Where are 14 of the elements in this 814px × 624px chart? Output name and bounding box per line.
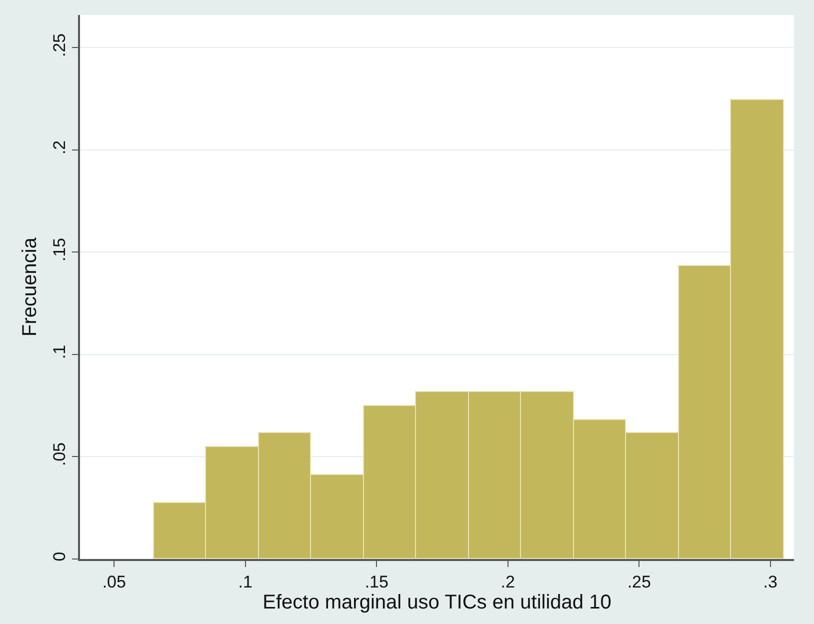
y-tick-label: .2 xyxy=(50,140,70,155)
x-axis-title: Efecto marginal uso TICs en utilidad 10 xyxy=(262,591,612,614)
y-tick-label: .25 xyxy=(50,33,70,57)
y-tick-label: .1 xyxy=(50,344,70,360)
x-tick-label: .3 xyxy=(763,572,778,592)
y-axis-title: Frecuencia xyxy=(19,236,42,336)
y-tick-label: 0 xyxy=(50,552,70,562)
x-tick-label: .25 xyxy=(627,572,651,592)
x-tick-label: .15 xyxy=(364,572,388,592)
y-tick-label: .05 xyxy=(50,442,70,466)
x-tick-label: .1 xyxy=(238,572,252,592)
y-tick-label: .15 xyxy=(50,238,70,262)
x-tick-label: .2 xyxy=(500,572,515,592)
x-tick-label: .05 xyxy=(102,572,126,592)
